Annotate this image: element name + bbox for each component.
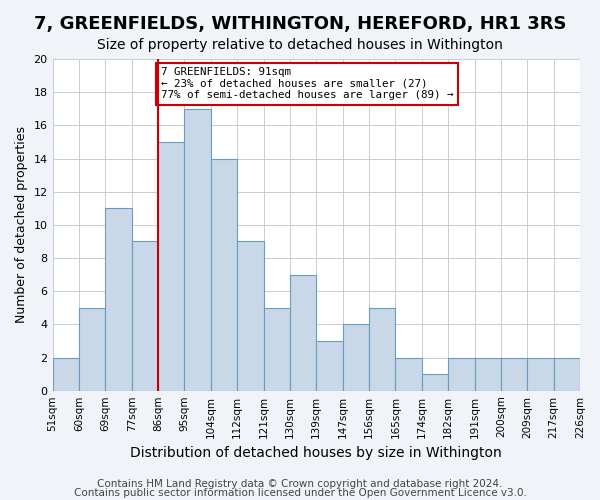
Bar [79,308,105,390]
X-axis label: Distribution of detached houses by size in Withington: Distribution of detached houses by size … [130,446,502,460]
Bar [422,374,448,390]
Bar [53,358,79,390]
Bar [448,358,475,390]
Bar [316,341,343,390]
Y-axis label: Number of detached properties: Number of detached properties [15,126,28,324]
Bar [475,358,501,390]
Text: Contains public sector information licensed under the Open Government Licence v3: Contains public sector information licen… [74,488,526,498]
Bar [237,242,263,390]
Bar [527,358,554,390]
Text: Size of property relative to detached houses in Withington: Size of property relative to detached ho… [97,38,503,52]
Bar [105,208,131,390]
Bar [184,109,211,390]
Text: Contains HM Land Registry data © Crown copyright and database right 2024.: Contains HM Land Registry data © Crown c… [97,479,503,489]
Bar [369,308,395,390]
Bar [395,358,422,390]
Text: 7, GREENFIELDS, WITHINGTON, HEREFORD, HR1 3RS: 7, GREENFIELDS, WITHINGTON, HEREFORD, HR… [34,15,566,33]
Bar [158,142,184,390]
Bar [501,358,527,390]
Bar [263,308,290,390]
Bar [343,324,369,390]
Bar [554,358,580,390]
Bar [211,158,237,390]
Text: 7 GREENFIELDS: 91sqm
← 23% of detached houses are smaller (27)
77% of semi-detac: 7 GREENFIELDS: 91sqm ← 23% of detached h… [161,68,453,100]
Bar [131,242,158,390]
Bar [290,274,316,390]
